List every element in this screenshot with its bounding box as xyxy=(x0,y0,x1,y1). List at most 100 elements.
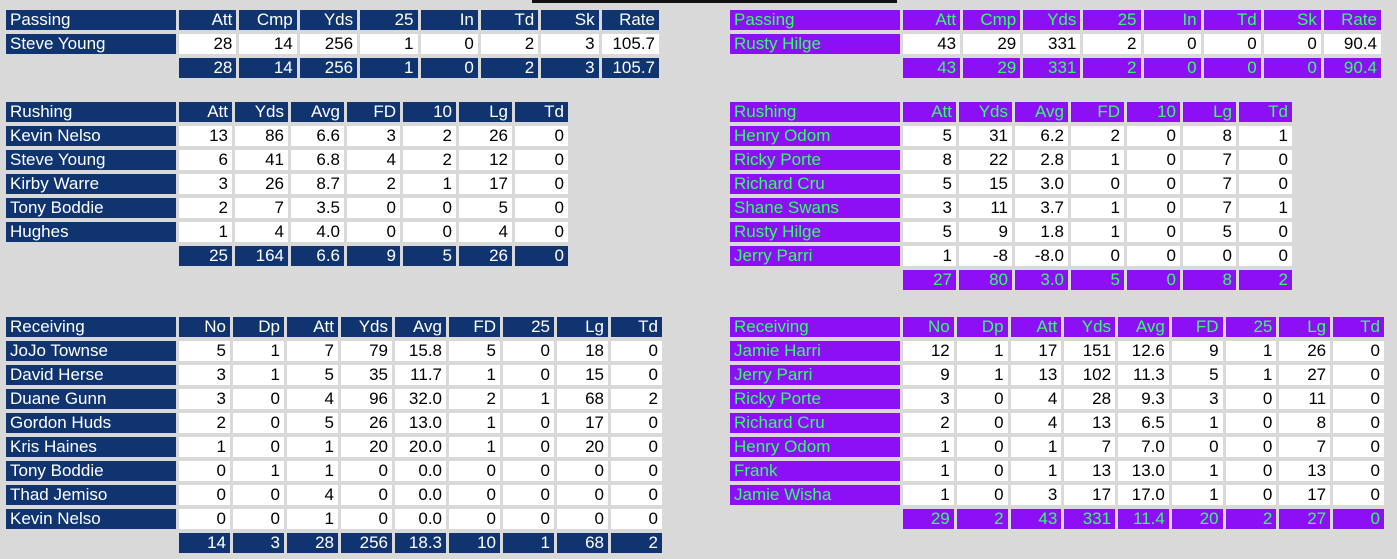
stat-cell: 9 xyxy=(903,365,954,385)
total-cell: 43 xyxy=(903,58,961,78)
stat-cell: 1 xyxy=(1239,126,1292,146)
stat-cell: 2 xyxy=(611,389,662,409)
stat-cell: 7 xyxy=(1279,437,1331,457)
stat-cell: 0 xyxy=(611,509,662,529)
stat-cell: 17 xyxy=(1279,485,1331,505)
table-row: David Herse 3 1 5 35 11.7 1 0 15 0 xyxy=(6,365,662,385)
col-header: 25 xyxy=(1225,317,1277,337)
stat-cell: 0 xyxy=(503,437,554,457)
stat-cell: 8 xyxy=(903,150,956,170)
table-row: Jerry Parri 9 1 13 102 11.3 5 1 27 0 xyxy=(730,365,1384,385)
total-cell: 0 xyxy=(1127,270,1180,290)
table-row: Henry Odom 1 0 1 7 7.0 0 0 7 0 xyxy=(730,437,1384,457)
stat-cell: 3 xyxy=(903,198,956,218)
stat-cell: 0 xyxy=(1071,174,1124,194)
total-cell: 2 xyxy=(1239,270,1292,290)
col-header: 10 xyxy=(403,102,456,122)
total-cell: 3 xyxy=(233,533,284,553)
stat-cell: 1 xyxy=(903,246,956,266)
stat-cell: 1 xyxy=(179,437,230,457)
stat-cell: 0 xyxy=(1225,389,1277,409)
table-row: Tony Boddie 0 1 1 0 0.0 0 0 0 0 xyxy=(6,461,662,481)
stat-cell: 2 xyxy=(179,198,232,218)
totals-row: 25 164 6.6 9 5 26 0 xyxy=(6,246,568,266)
totals-row: 28 14 256 1 0 2 3 105.7 xyxy=(6,58,659,78)
player-name: Richard Cru xyxy=(730,174,900,194)
col-header: Sk xyxy=(1263,10,1321,30)
player-name: Gordon Huds xyxy=(6,413,176,433)
stat-cell: 12 xyxy=(459,150,512,170)
col-header: Yds xyxy=(1064,317,1116,337)
total-cell: 1 xyxy=(360,58,418,78)
stat-cell: 1 xyxy=(233,461,284,481)
col-header: In xyxy=(1143,10,1201,30)
stat-cell: 0 xyxy=(1203,34,1261,54)
totals-spacer xyxy=(730,58,900,78)
stat-cell: 22 xyxy=(959,150,1012,170)
total-cell: 9 xyxy=(347,246,400,266)
totals-row: 43 29 331 2 0 0 0 90.4 xyxy=(730,58,1381,78)
stat-cell: 1 xyxy=(903,461,954,481)
home-rushing-table: Rushing Att Yds Avg FD 10 Lg Td Kevin Ne… xyxy=(3,98,571,270)
stat-cell: 4 xyxy=(235,222,288,242)
stat-cell: 2 xyxy=(1071,126,1124,146)
stat-cell: 0 xyxy=(503,509,554,529)
totals-row: 14 3 28 256 18.3 10 1 68 2 xyxy=(6,533,662,553)
total-cell: 14 xyxy=(179,533,230,553)
player-name: David Herse xyxy=(6,365,176,385)
stat-cell: 0 xyxy=(420,34,478,54)
stat-cell: 43 xyxy=(903,34,961,54)
player-name: Henry Odom xyxy=(730,437,900,457)
total-cell: 164 xyxy=(235,246,288,266)
stat-cell: 1 xyxy=(1071,198,1124,218)
total-cell: 20 xyxy=(1171,509,1223,529)
stat-cell: 0 xyxy=(956,413,1008,433)
player-name: Ricky Porte xyxy=(730,389,900,409)
stat-cell: 0 xyxy=(611,365,662,385)
stat-cell: 0 xyxy=(1333,461,1384,481)
stat-cell: 0 xyxy=(1333,437,1384,457)
total-cell: 43 xyxy=(1010,509,1062,529)
col-header: FD xyxy=(1171,317,1223,337)
stat-cell: 0 xyxy=(503,413,554,433)
stat-cell: 2 xyxy=(403,150,456,170)
stat-cell: 0 xyxy=(557,509,608,529)
stat-cell: 13 xyxy=(1064,461,1116,481)
stat-cell: 0 xyxy=(1239,222,1292,242)
stat-cell: 6.8 xyxy=(291,150,344,170)
total-cell: 28 xyxy=(287,533,338,553)
total-cell: 27 xyxy=(903,270,956,290)
stat-cell: 0 xyxy=(1263,34,1321,54)
col-header: FD xyxy=(449,317,500,337)
table-row: Duane Gunn 3 0 4 96 32.0 2 1 68 2 xyxy=(6,389,662,409)
stat-cell: 105.7 xyxy=(601,34,659,54)
stat-cell: 86 xyxy=(235,126,288,146)
stat-cell: 1 xyxy=(360,34,418,54)
stat-cell: 0 xyxy=(611,413,662,433)
section-title: Passing xyxy=(730,10,900,30)
stat-cell: 20.0 xyxy=(395,437,446,457)
stat-cell: 0 xyxy=(1239,150,1292,170)
stat-cell: 3 xyxy=(541,34,599,54)
stat-cell: 1 xyxy=(179,222,232,242)
stat-cell: 35 xyxy=(341,365,392,385)
stat-cell: 0 xyxy=(1127,222,1180,242)
col-header: Lg xyxy=(1279,317,1331,337)
player-name: Shane Swans xyxy=(730,198,900,218)
stat-cell: 17 xyxy=(1064,485,1116,505)
stat-cell: -8 xyxy=(959,246,1012,266)
stat-cell: 1 xyxy=(1225,341,1277,361)
col-header: Td xyxy=(515,102,568,122)
player-name: Steve Young xyxy=(6,34,176,54)
stat-cell: 3 xyxy=(903,389,954,409)
total-cell: 18.3 xyxy=(395,533,446,553)
stat-cell: 0 xyxy=(179,509,230,529)
player-name: Steve Young xyxy=(6,150,176,170)
header-row: Rushing Att Yds Avg FD 10 Lg Td xyxy=(6,102,568,122)
col-header: 25 xyxy=(360,10,418,30)
player-name: Kevin Nelso xyxy=(6,509,176,529)
stat-cell: 6.6 xyxy=(291,126,344,146)
total-cell: 29 xyxy=(963,58,1021,78)
stat-cell: 256 xyxy=(299,34,358,54)
stat-cell: 3.0 xyxy=(1015,174,1068,194)
